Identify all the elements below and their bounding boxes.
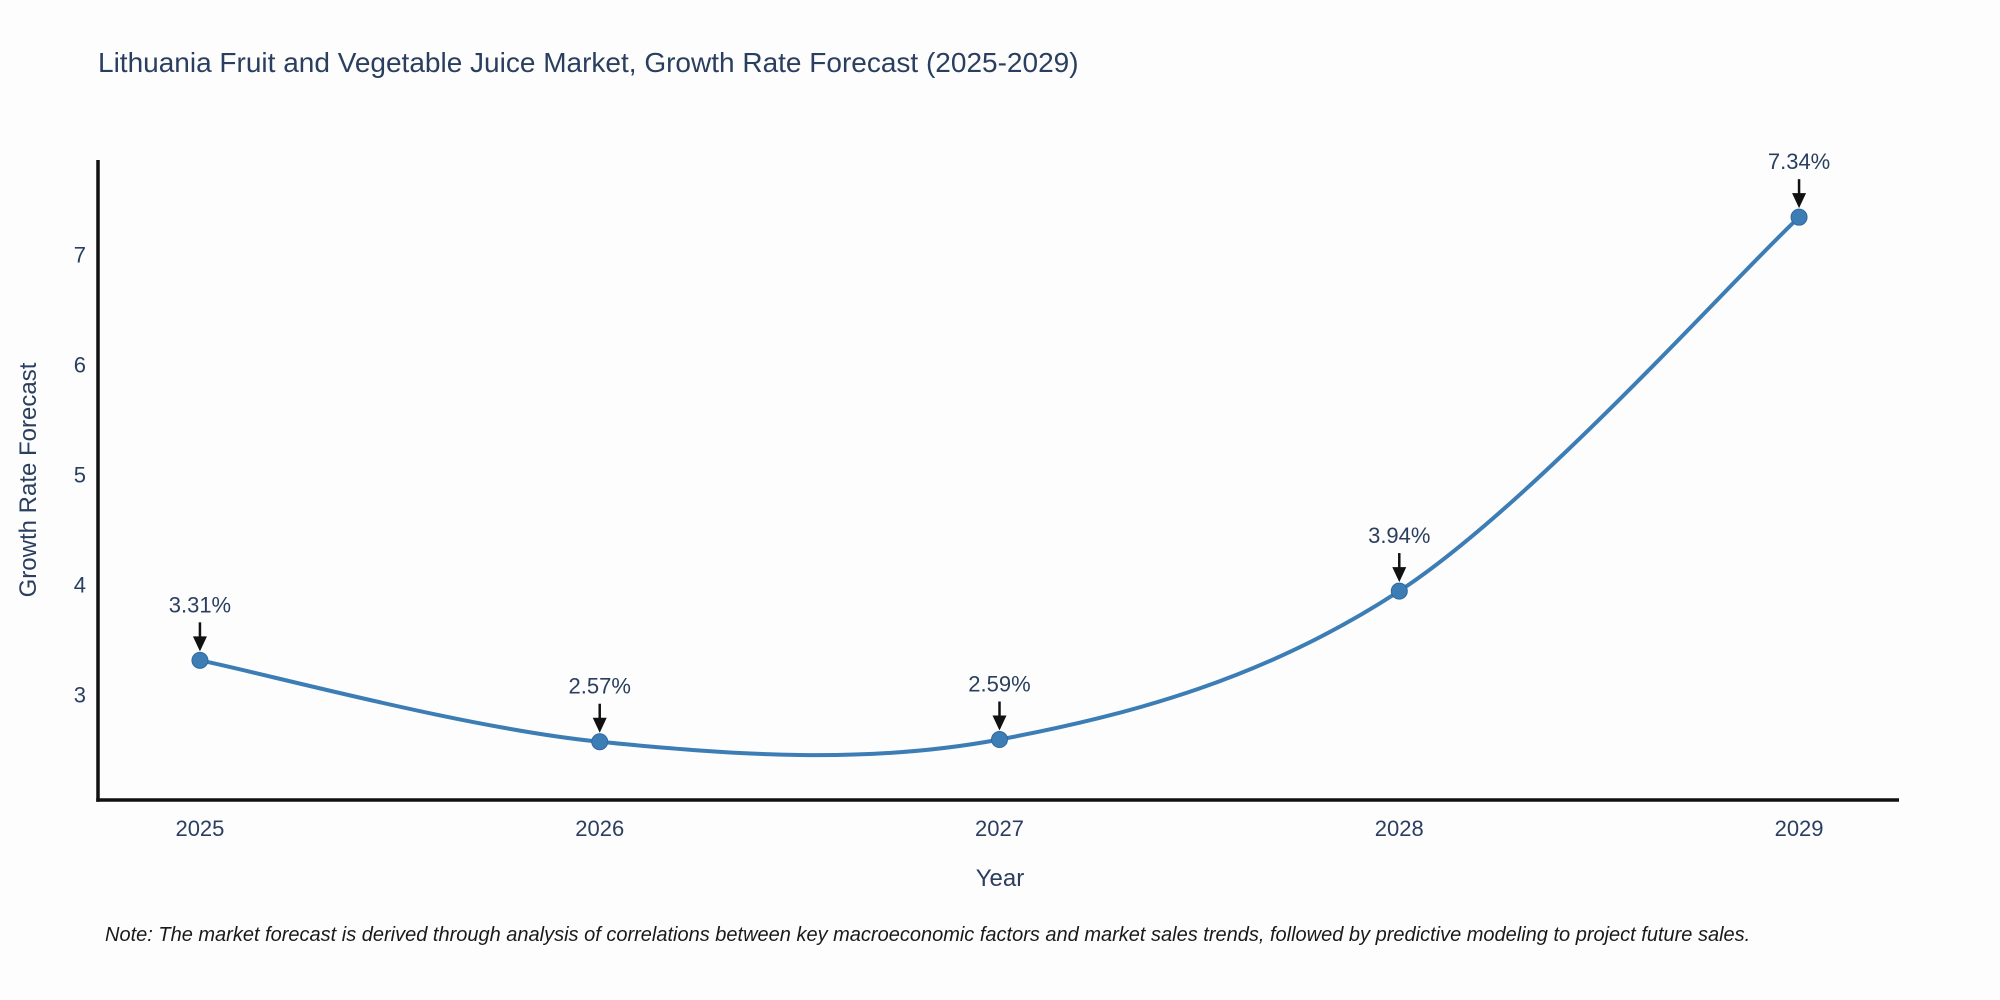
annotation-arrowhead: [1792, 193, 1807, 209]
data-point-marker-2029[interactable]: [1790, 208, 1808, 226]
annotation-arrowhead: [192, 636, 207, 652]
data-series: [191, 208, 1808, 758]
y-tick-label: 5: [74, 463, 86, 488]
data-point-marker-2025[interactable]: [191, 651, 209, 669]
annotation-label-2029: 7.34%: [1768, 149, 1830, 174]
x-tick-label: 2026: [575, 816, 624, 841]
y-tick-label: 6: [74, 353, 86, 378]
y-tick-label: 3: [74, 682, 86, 707]
annotation-arrowhead: [992, 715, 1007, 731]
x-tick-label: 2029: [1775, 816, 1824, 841]
annotation-label-2028: 3.94%: [1368, 523, 1430, 548]
annotation-label-2027: 2.59%: [968, 672, 1030, 697]
data-point-marker-2026[interactable]: [591, 733, 609, 751]
data-point-marker-2028[interactable]: [1390, 582, 1408, 600]
x-axis-title: Year: [976, 865, 1025, 892]
x-tick-label: 2025: [175, 816, 224, 841]
x-axis-tick-labels: 2025 2026 2027 2028 2029: [175, 816, 1823, 841]
annotation-arrowhead: [592, 717, 607, 733]
annotation-label-2026: 2.57%: [569, 674, 631, 699]
chart-title: Lithuania Fruit and Vegetable Juice Mark…: [98, 47, 1079, 78]
y-axis-title: Growth Rate Forecast: [15, 362, 42, 597]
y-axis-tick-labels: 3 4 5 6 7: [74, 243, 86, 708]
x-tick-label: 2027: [975, 816, 1024, 841]
footnote: Note: The market forecast is derived thr…: [105, 924, 1750, 946]
annotation-arrowhead: [1392, 567, 1407, 583]
x-tick-label: 2028: [1375, 816, 1424, 841]
y-tick-label: 7: [74, 243, 86, 268]
series-line: [197, 215, 1802, 758]
annotation-label-2025: 3.31%: [169, 592, 231, 617]
data-point-marker-2027[interactable]: [990, 731, 1008, 749]
point-annotations: 3.31% 2.57% 2.59% 3.94% 7.34%: [169, 149, 1830, 733]
y-tick-label: 4: [74, 572, 86, 597]
